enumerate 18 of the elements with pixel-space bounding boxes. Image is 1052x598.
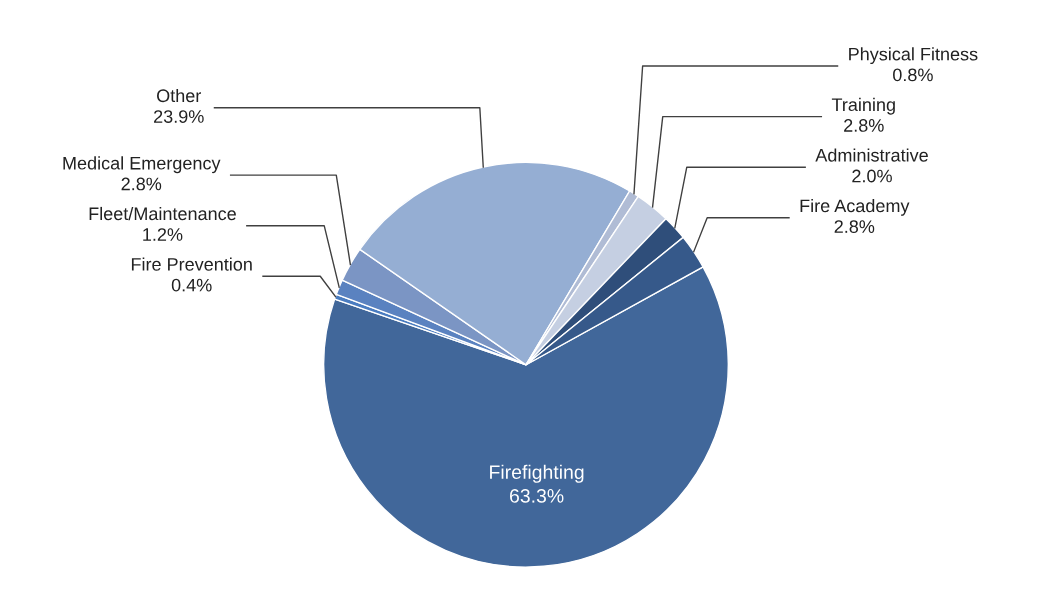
slice-label: Physical Fitness [849,47,978,65]
slice-label: Fire Academy [800,198,910,216]
slice-label: Training [831,97,895,115]
data-label: 0.8% [893,68,933,82]
data-label: 2.8% [834,220,875,233]
data-label: 63.3% [510,489,564,503]
slice-label: Fleet/Maintenance [89,206,236,221]
data-label: 2.8% [121,177,162,191]
data-label: 1.2% [143,228,183,241]
slice-label: Firefighting [490,464,584,483]
data-label: 2.8% [844,119,884,132]
data-label: 23.9% [154,110,204,123]
slice-label: Medical Emergency [63,156,221,174]
data-label: 2.0% [852,169,892,183]
slice-label: Administrative [815,148,928,162]
slice-label: Other [157,88,202,103]
data-label: 0.4% [171,278,212,292]
slice-label: Fire Prevention [131,257,252,271]
